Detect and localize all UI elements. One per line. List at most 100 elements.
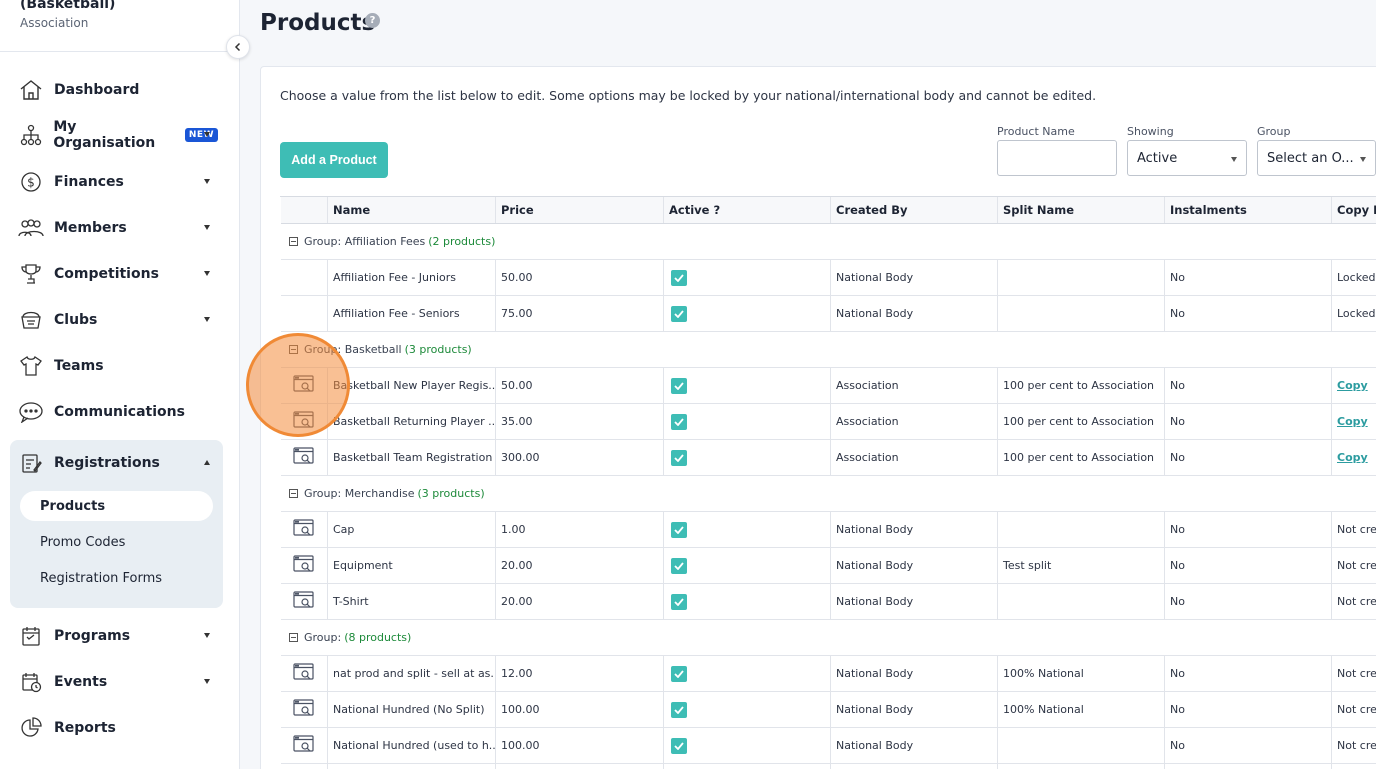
header-copy[interactable]: Copy Pr <box>1331 197 1376 223</box>
cell-name[interactable]: National Hundred (No Split) <box>327 692 495 727</box>
group-count: (3 products) <box>417 487 485 500</box>
view-product-icon[interactable] <box>293 699 315 720</box>
active-checkbox[interactable] <box>671 413 687 430</box>
cell-name[interactable]: Basketball Returning Player ... <box>327 404 495 439</box>
caret-down-icon <box>1231 157 1237 162</box>
copy-link[interactable]: Copy <box>1337 451 1368 464</box>
collapse-sidebar-button[interactable] <box>226 35 250 59</box>
view-product-icon[interactable] <box>293 519 315 540</box>
cell-name[interactable]: Cap <box>327 512 495 547</box>
add-product-button[interactable]: Add a Product <box>280 142 388 178</box>
group-label[interactable]: Group: Affiliation Fees (2 products) <box>289 224 495 259</box>
table-row[interactable]: nat prod and split - sell at as... 12.00 N… <box>281 656 1376 692</box>
cell-instalments: No <box>1164 584 1331 619</box>
cell-name[interactable]: Basketball Team Registration <box>327 440 495 475</box>
copy-link[interactable]: Copy <box>1337 415 1368 428</box>
help-icon[interactable]: ? <box>365 13 380 28</box>
view-product-icon[interactable] <box>293 735 315 756</box>
nav-finances[interactable]: $ Finances <box>18 167 218 197</box>
sub-item-promo-codes[interactable]: Promo Codes <box>40 534 126 550</box>
table-row[interactable]: Basketball Team Registration 300.00 Associ… <box>281 440 1376 476</box>
cell-name[interactable]: nat prod and split - sell at as... <box>327 656 495 691</box>
cell-name[interactable]: Affiliation Fee - Seniors <box>327 296 495 331</box>
active-checkbox[interactable] <box>671 377 687 394</box>
table-row[interactable]: National Hundred (No Split) 100.00 Nationa… <box>281 692 1376 728</box>
nav-registrations[interactable]: Registrations <box>18 448 218 478</box>
nav-members[interactable]: Members <box>18 213 218 243</box>
view-product-icon[interactable] <box>293 663 315 684</box>
copy-status: Locked <box>1337 307 1376 320</box>
cell-name[interactable]: Basketball New Player Regis... <box>327 368 495 403</box>
table-row[interactable]: Affiliation Fee - Seniors 75.00 National B… <box>281 296 1376 332</box>
table-row[interactable] <box>281 764 1376 769</box>
active-checkbox[interactable] <box>671 665 687 682</box>
cell-name[interactable]: Equipment <box>327 548 495 583</box>
group-row[interactable]: Group: Merchandise (3 products) <box>281 476 1376 512</box>
group-select[interactable]: Select an O... <box>1257 140 1376 176</box>
cell-created-by: Association <box>830 404 997 439</box>
nav-programs[interactable]: Programs <box>18 621 218 651</box>
group-label[interactable]: Group: (8 products) <box>289 620 411 655</box>
active-checkbox[interactable] <box>671 701 687 718</box>
cell-name[interactable]: T-Shirt <box>327 584 495 619</box>
nav-reports[interactable]: Reports <box>18 713 218 743</box>
header-instalments[interactable]: Instalments <box>1164 197 1331 223</box>
nav-competitions[interactable]: Competitions <box>18 259 218 289</box>
header-active[interactable]: Active ? <box>663 197 830 223</box>
cell-active <box>663 728 830 763</box>
copy-link[interactable]: Copy <box>1337 379 1368 392</box>
calendar-icon <box>18 670 44 694</box>
table-row[interactable]: Basketball New Player Regis... 50.00 Assoc… <box>281 368 1376 404</box>
sub-item-registration-forms[interactable]: Registration Forms <box>40 570 163 586</box>
cell-split <box>997 260 1164 295</box>
cell-price: 50.00 <box>495 368 663 403</box>
table-row[interactable]: National Hundred (used to h... 100.00 Nati… <box>281 728 1376 764</box>
header-created-by[interactable]: Created By <box>830 197 997 223</box>
nav-label: Programs <box>54 628 131 644</box>
group-label: Group <box>1257 125 1291 138</box>
active-checkbox[interactable] <box>671 737 687 754</box>
active-checkbox[interactable] <box>671 557 687 574</box>
nav-teams[interactable]: Teams <box>18 351 218 381</box>
page-title: Products <box>260 10 376 36</box>
nav-communications[interactable]: Communications <box>18 397 218 427</box>
view-product-icon[interactable] <box>293 555 315 576</box>
header-name[interactable]: Name <box>327 197 495 223</box>
product-name-input[interactable] <box>997 140 1117 176</box>
nav-dashboard[interactable]: Dashboard <box>18 75 218 105</box>
cell-name[interactable]: National Hundred (used to h... <box>327 728 495 763</box>
active-checkbox[interactable] <box>671 449 687 466</box>
group-row[interactable]: Group: (8 products) <box>281 620 1376 656</box>
cell-name[interactable]: Affiliation Fee - Juniors <box>327 260 495 295</box>
view-product-icon[interactable] <box>293 591 315 612</box>
cell-copy: Locked <box>1331 296 1376 331</box>
header-split-name[interactable]: Split Name <box>997 197 1164 223</box>
group-count: (2 products) <box>428 235 496 248</box>
active-checkbox[interactable] <box>671 593 687 610</box>
collapse-group-icon[interactable] <box>289 489 298 498</box>
group-label[interactable]: Group: Merchandise (3 products) <box>289 476 485 511</box>
nav-events[interactable]: Events <box>18 667 218 697</box>
group-title: Group: Merchandise <box>304 487 415 500</box>
group-row[interactable]: Group: Basketball (3 products) <box>281 332 1376 368</box>
nav-my-organisation[interactable]: My Organisation NEW <box>18 119 218 151</box>
sub-item-products[interactable]: Products <box>20 491 213 521</box>
table-row[interactable]: Affiliation Fee - Juniors 50.00 National B… <box>281 260 1376 296</box>
cell-empty <box>495 764 663 769</box>
active-checkbox[interactable] <box>671 305 687 322</box>
group-row[interactable]: Group: Affiliation Fees (2 products) <box>281 224 1376 260</box>
header-price[interactable]: Price <box>495 197 663 223</box>
showing-select[interactable]: Active <box>1127 140 1247 176</box>
table-row[interactable]: Equipment 20.00 National Body Test split No N… <box>281 548 1376 584</box>
collapse-group-icon[interactable] <box>289 237 298 246</box>
header-icon-col <box>281 197 327 223</box>
active-checkbox[interactable] <box>671 269 687 286</box>
table-row[interactable]: Basketball Returning Player ... 35.00 Asso… <box>281 404 1376 440</box>
active-checkbox[interactable] <box>671 521 687 538</box>
view-product-icon[interactable] <box>293 447 315 468</box>
nav-clubs[interactable]: Clubs <box>18 305 218 335</box>
group-count: (8 products) <box>344 631 412 644</box>
collapse-group-icon[interactable] <box>289 633 298 642</box>
